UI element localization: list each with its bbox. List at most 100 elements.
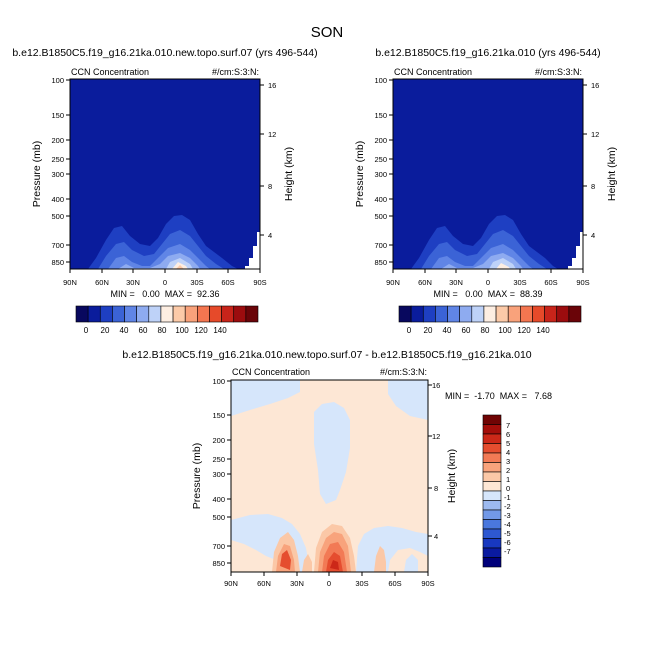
- panel-diff: b.e12.B1850C5.f19_g16.21ka.010.new.topo.…: [122, 349, 552, 588]
- panel-right-colorbar-label-140: 140: [536, 326, 550, 335]
- panel-left-colorbar-labels: 0 20 40 60 80 100 120 140: [84, 326, 227, 335]
- panel-diff-colorbar-swatch-2: [482, 433, 502, 444]
- panel-right-ytick-label-500: 500: [374, 212, 387, 221]
- panel-right-variable-label: CCN Concentration: [394, 67, 472, 77]
- panel-right-colorbar-label-80: 80: [481, 326, 490, 335]
- panel-right-terrain: [568, 232, 583, 269]
- panel-diff-positive-mid-blob: [302, 554, 312, 572]
- panel-right-colorbar-swatch-12: [544, 305, 558, 323]
- panel-diff-ytick-label-500: 500: [212, 513, 225, 522]
- panel-left-colorbar: [75, 305, 259, 323]
- panel-left-colorbar-swatch-7: [160, 305, 174, 323]
- panel-left-ytick-label-200: 200: [51, 136, 64, 145]
- panel-right: b.e12.B1850C5.f19_g16.21ka.010 (yrs 496-…: [354, 47, 618, 335]
- panel-right-y2tick-label-8: 8: [591, 182, 595, 191]
- panel-left-ytick-label-850: 850: [51, 258, 64, 267]
- panel-diff-colorbar-swatch-5: [482, 462, 502, 473]
- panel-left-colorbar-label-80: 80: [158, 326, 167, 335]
- panel-diff-positive-right-blob: [374, 546, 386, 572]
- panel-right-title: b.e12.B1850C5.f19_g16.21ka.010 (yrs 496-…: [375, 47, 600, 59]
- panel-right-y2tick-label-12: 12: [591, 130, 599, 139]
- panel-right-xtick-label-60s: 60S: [544, 278, 557, 287]
- panel-right-field: [393, 79, 583, 269]
- panel-right-colorbar-swatch-2: [422, 305, 436, 323]
- panel-diff-colorbar-swatch-4: [482, 452, 502, 463]
- panel-right-y2ticks: 4 8 12 16: [583, 81, 599, 240]
- panel-diff-colorbar-label-neg6: -6: [504, 538, 511, 547]
- panel-left-colorbar-label-60: 60: [139, 326, 148, 335]
- panel-left-colorbar-swatch-12: [221, 305, 235, 323]
- panel-right-colorbar-swatch-9: [507, 305, 521, 323]
- panel-right-colorbar-swatch-1: [410, 305, 424, 323]
- panel-diff-colorbar-swatch-14: [482, 547, 502, 558]
- panel-diff-negative-column: [314, 402, 350, 504]
- panel-diff-y2tick-label-16: 16: [432, 381, 440, 390]
- panel-right-colorbar: [398, 305, 582, 323]
- panel-diff-positive-center-5: [330, 560, 339, 570]
- panel-diff-colorbar-label-neg2: -2: [504, 502, 511, 511]
- panel-right-contour-6: [496, 263, 510, 269]
- panel-diff-positive-left-blob-3: [280, 550, 291, 570]
- panel-diff-negative-top-left: [231, 380, 300, 416]
- panel-right-y2tick-label-4: 4: [591, 231, 595, 240]
- panel-diff-colorbar-swatch-10: [482, 509, 502, 520]
- panel-diff-colorbar-label-6: 6: [506, 430, 510, 439]
- panel-diff-colorbar: [482, 414, 502, 568]
- panel-left-xticks: 90N 60N 30N 0 30S 60S 90S: [63, 269, 267, 287]
- panel-right-ytick-label-100: 100: [374, 76, 387, 85]
- panel-diff-colorbar-label-4: 4: [506, 448, 510, 457]
- panel-diff-colorbar-swatch-12: [482, 528, 502, 539]
- panel-left-field: [70, 79, 260, 269]
- panel-right-colorbar-swatch-8: [495, 305, 509, 323]
- panel-diff-colorbar-label-1: 1: [506, 475, 510, 484]
- panel-diff-yticks: 100 150 200 250 300 400 500 700 850: [212, 377, 231, 568]
- panel-left-colorbar-swatch-6: [148, 305, 162, 323]
- panel-left-colorbar-label-0: 0: [84, 326, 89, 335]
- panel-diff-colorbar-labels: 7 6 5 4 3 2 1 0 -1 -2 -3 -4 -5 -6 -7: [504, 421, 511, 556]
- panel-left-colorbar-swatch-8: [172, 305, 186, 323]
- panel-diff-ytick-label-850: 850: [212, 559, 225, 568]
- panel-diff-colorbar-label-neg7: -7: [504, 547, 511, 556]
- panel-left-ytick-label-500: 500: [51, 212, 64, 221]
- panel-diff-xtick-label-30n: 30N: [290, 579, 304, 588]
- panel-right-colorbar-label-100: 100: [498, 326, 512, 335]
- panel-left-xtick-label-0: 0: [163, 278, 167, 287]
- panel-right-colorbar-label-60: 60: [462, 326, 471, 335]
- panel-right-units-label: #/cm:S:3:N:: [535, 67, 582, 77]
- panel-left-variable-label: CCN Concentration: [71, 67, 149, 77]
- panel-diff-xtick-label-90s: 90S: [421, 579, 434, 588]
- panel-left-colorbar-swatch-5: [136, 305, 150, 323]
- panel-diff-colorbar-label-neg5: -5: [504, 529, 511, 538]
- panel-left-colorbar-swatch-0: [75, 305, 89, 323]
- panel-right-contour-5: [489, 258, 516, 269]
- panel-diff-colorbar-label-neg3: -3: [504, 511, 511, 520]
- panel-diff-ytick-label-200: 200: [212, 436, 225, 445]
- panel-right-colorbar-swatch-10: [520, 305, 533, 323]
- panel-diff-colorbar-swatch-0: [482, 414, 502, 425]
- panel-right-xtick-label-60n: 60N: [418, 278, 432, 287]
- panel-left-colorbar-swatch-13: [233, 305, 247, 323]
- panel-left-colorbar-label-100: 100: [175, 326, 189, 335]
- panel-right-colorbar-swatch-0: [398, 305, 412, 323]
- panel-diff-colorbar-swatch-11: [482, 519, 502, 530]
- panel-left-terrain: [245, 232, 260, 269]
- panel-diff-title: b.e12.B1850C5.f19_g16.21ka.010.new.topo.…: [122, 349, 531, 361]
- panel-right-y-axis-title: Pressure (mb): [354, 141, 366, 208]
- panel-right-y2tick-label-16: 16: [591, 81, 599, 90]
- panel-right-colorbar-label-40: 40: [443, 326, 452, 335]
- panel-diff-ytick-label-700: 700: [212, 542, 225, 551]
- panel-left-ytick-label-300: 300: [51, 170, 64, 179]
- panel-right-colorbar-swatch-6: [471, 305, 485, 323]
- panel-left-colorbar-label-20: 20: [101, 326, 110, 335]
- panel-diff-xticks: 90N 60N 30N 0 30S 60S 90S: [224, 572, 435, 588]
- panel-diff-y2tick-label-8: 8: [434, 484, 438, 493]
- panel-diff-xtick-label-0: 0: [327, 579, 331, 588]
- panel-diff-colorbar-label-neg1: -1: [504, 493, 511, 502]
- panel-left-xtick-label-60n: 60N: [95, 278, 109, 287]
- panel-right-ytick-label-300: 300: [374, 170, 387, 179]
- panel-diff-y2tick-label-4: 4: [434, 532, 438, 541]
- panel-diff-colorbar-swatch-6: [482, 471, 502, 482]
- panel-right-yticks: 100 150 200 250 300 400 500 700 850: [374, 76, 393, 267]
- panel-diff-stats: MIN = -1.70 MAX = 7.68: [445, 391, 552, 401]
- panel-left-colorbar-swatch-3: [112, 305, 125, 323]
